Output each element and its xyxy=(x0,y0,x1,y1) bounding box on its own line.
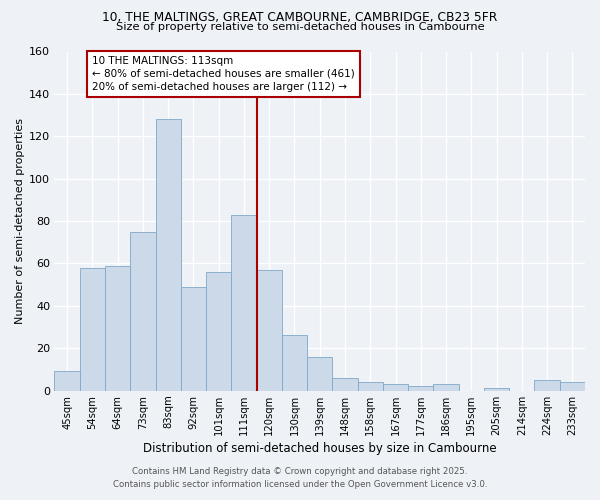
Bar xyxy=(332,378,358,390)
Text: 10, THE MALTINGS, GREAT CAMBOURNE, CAMBRIDGE, CB23 5FR: 10, THE MALTINGS, GREAT CAMBOURNE, CAMBR… xyxy=(103,11,497,24)
Text: Contains HM Land Registry data © Crown copyright and database right 2025.
Contai: Contains HM Land Registry data © Crown c… xyxy=(113,468,487,489)
Text: 10 THE MALTINGS: 113sqm
← 80% of semi-detached houses are smaller (461)
20% of s: 10 THE MALTINGS: 113sqm ← 80% of semi-de… xyxy=(92,56,355,92)
X-axis label: Distribution of semi-detached houses by size in Cambourne: Distribution of semi-detached houses by … xyxy=(143,442,497,455)
Bar xyxy=(105,266,130,390)
Bar xyxy=(257,270,282,390)
Bar xyxy=(80,268,105,390)
Bar xyxy=(484,388,509,390)
Bar xyxy=(307,356,332,390)
Bar xyxy=(206,272,232,390)
Bar xyxy=(181,286,206,391)
Bar xyxy=(282,336,307,390)
Bar xyxy=(408,386,433,390)
Bar xyxy=(232,214,257,390)
Bar xyxy=(155,120,181,390)
Bar xyxy=(560,382,585,390)
Text: Size of property relative to semi-detached houses in Cambourne: Size of property relative to semi-detach… xyxy=(116,22,484,32)
Bar xyxy=(358,382,383,390)
Bar xyxy=(535,380,560,390)
Bar xyxy=(433,384,458,390)
Bar xyxy=(130,232,155,390)
Bar xyxy=(55,372,80,390)
Y-axis label: Number of semi-detached properties: Number of semi-detached properties xyxy=(15,118,25,324)
Bar xyxy=(383,384,408,390)
